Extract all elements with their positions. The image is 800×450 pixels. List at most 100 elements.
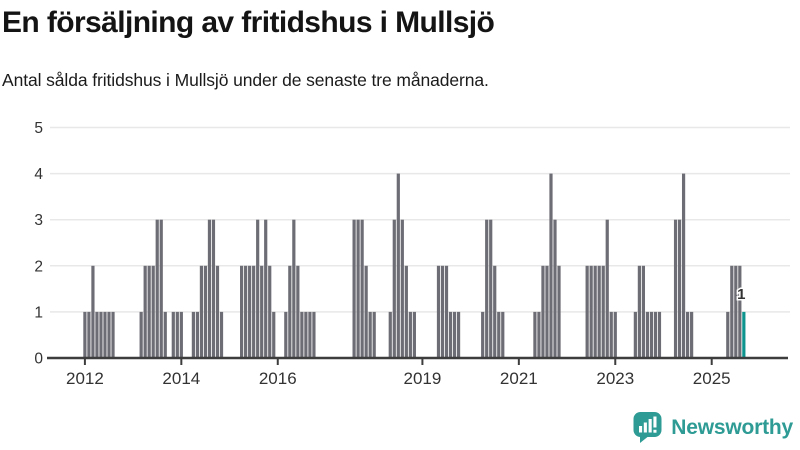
bar — [155, 219, 159, 358]
bar — [456, 311, 461, 358]
bar — [541, 265, 545, 358]
bar — [91, 265, 95, 358]
bar — [372, 311, 376, 358]
bar — [673, 219, 678, 358]
bar — [436, 265, 441, 358]
y-axis-label: 2 — [34, 258, 43, 275]
bar — [99, 311, 103, 358]
x-axis-label: 2016 — [259, 369, 297, 388]
bar — [593, 265, 597, 358]
x-axis-label: 2023 — [596, 369, 634, 388]
bar — [738, 265, 742, 358]
bar — [143, 265, 147, 358]
y-axis-label: 4 — [34, 166, 43, 183]
bar — [308, 311, 312, 358]
bar — [364, 265, 368, 358]
bar — [681, 173, 686, 358]
bar — [171, 311, 175, 358]
bar — [396, 173, 400, 358]
bar — [557, 265, 561, 358]
y-axis-label: 5 — [34, 120, 43, 137]
bar — [412, 311, 416, 358]
bar — [207, 219, 212, 358]
bar — [452, 311, 457, 358]
bar — [677, 219, 682, 358]
bar — [730, 265, 734, 358]
bar — [726, 311, 730, 358]
bar — [300, 311, 304, 358]
bar — [103, 311, 107, 358]
bar — [312, 311, 316, 358]
bar — [497, 311, 501, 358]
bar — [111, 311, 115, 358]
bar — [493, 265, 497, 358]
bar — [597, 265, 601, 358]
x-axis-label: 2014 — [162, 369, 200, 388]
x-axis-label: 2019 — [403, 369, 441, 388]
bar — [537, 311, 541, 358]
chart-subtitle: Antal sålda fritidshus i Mullsjö under d… — [2, 70, 489, 90]
bar — [195, 311, 200, 358]
bar — [360, 219, 364, 358]
bar — [637, 265, 641, 358]
bar — [533, 311, 537, 358]
x-axis-label: 2012 — [66, 369, 104, 388]
bar — [440, 265, 445, 358]
bar — [179, 311, 183, 358]
y-axis-label: 1 — [34, 304, 43, 321]
bar — [545, 265, 549, 358]
newsworthy-brand-text: Newsworthy — [671, 415, 793, 439]
bar — [444, 265, 449, 358]
bar — [219, 311, 224, 358]
bar — [264, 219, 268, 358]
bar — [268, 265, 272, 358]
bar — [147, 265, 151, 358]
bar — [288, 265, 292, 358]
bar — [589, 265, 593, 358]
bar — [244, 265, 248, 358]
bar — [734, 265, 738, 358]
bar — [392, 219, 396, 358]
bar — [163, 311, 167, 358]
bar — [368, 311, 372, 358]
bar — [296, 265, 300, 358]
bar — [645, 311, 650, 358]
bar — [203, 265, 208, 358]
bar — [553, 219, 557, 358]
bar — [404, 265, 408, 358]
bar — [304, 311, 308, 358]
bar — [356, 219, 360, 358]
bar — [151, 265, 155, 358]
x-axis-label: 2021 — [500, 369, 538, 388]
bar — [240, 265, 244, 358]
bar — [199, 265, 204, 358]
bar — [605, 219, 609, 358]
bar — [256, 219, 260, 358]
newsworthy-icon — [633, 412, 662, 443]
bar — [633, 311, 637, 358]
newsworthy-logo: Newsworthy — [632, 411, 793, 444]
bar — [549, 173, 553, 358]
bar — [653, 311, 658, 358]
bar — [585, 265, 589, 358]
y-axis-label: 0 — [34, 351, 43, 368]
bar — [609, 311, 613, 358]
bar — [215, 265, 220, 358]
bar — [481, 311, 485, 358]
y-axis-label: 3 — [34, 212, 43, 229]
bar — [641, 265, 646, 358]
bar — [252, 265, 256, 358]
bar — [248, 265, 252, 358]
bar — [649, 311, 654, 358]
bar — [107, 311, 111, 358]
bar — [159, 219, 163, 358]
bar — [139, 311, 143, 358]
bar — [272, 311, 276, 358]
bar — [657, 311, 662, 358]
bar — [284, 311, 288, 358]
bar — [352, 219, 356, 358]
bar — [448, 311, 453, 358]
value-label: 1 — [737, 286, 745, 303]
bar — [686, 311, 690, 358]
